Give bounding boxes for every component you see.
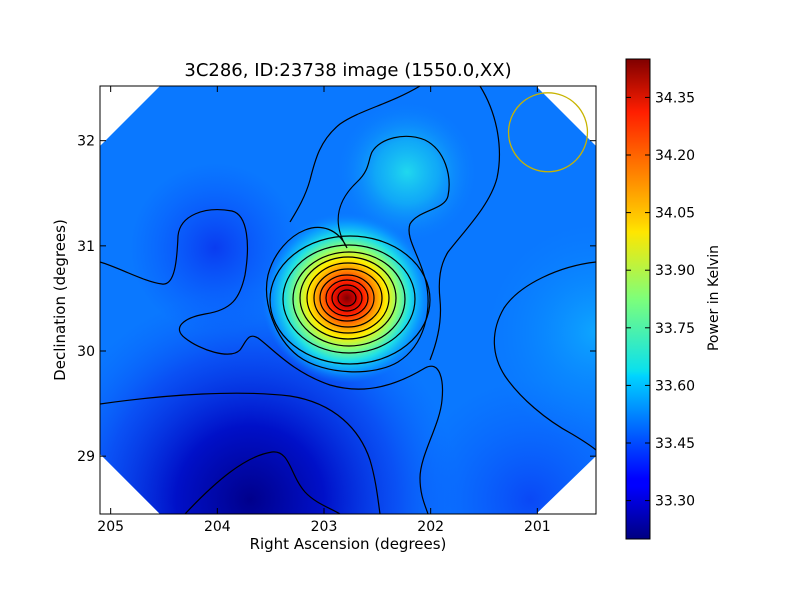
colorbar-label: Power in Kelvin — [706, 244, 722, 352]
contour-low-south — [100, 392, 381, 514]
contour-level-11 — [325, 279, 369, 317]
y-tick-label: 29 — [77, 449, 95, 465]
heatmap-peak — [100, 86, 596, 514]
heatmap-image — [100, 86, 596, 514]
x-tick-label: 203 — [311, 519, 338, 535]
y-axis-ticks: 29 30 31 32 — [77, 134, 596, 465]
contour-level-12 — [331, 284, 363, 312]
contour-level-6 — [292, 251, 406, 347]
contour-level-5 — [282, 244, 416, 354]
colorbar-tick-label: 33.30 — [655, 494, 695, 510]
contour-outer-northeast — [429, 86, 500, 361]
colorbar-ticks: 33.30 33.45 33.60 33.75 33.90 34.05 34.20 34.35 — [626, 90, 695, 510]
contour-level-10 — [319, 274, 375, 322]
contour-level-8 — [306, 262, 390, 334]
x-axis-label: Right Ascension (degrees) — [249, 535, 447, 553]
contour-east — [493, 261, 596, 451]
chart-title: 3C286, ID:23738 image (1550.0,XX) — [184, 60, 512, 81]
x-tick-label: 202 — [417, 519, 444, 535]
y-tick-label: 30 — [77, 344, 95, 360]
axes-frame — [99, 85, 597, 515]
contour-level-4 — [269, 235, 431, 365]
contour-lines — [100, 86, 596, 514]
beam-circle — [507, 92, 589, 173]
colorbar-tick-label: 34.35 — [655, 90, 695, 106]
y-axis-label: Declination (degrees) — [51, 219, 69, 381]
contour-secondary — [266, 135, 450, 373]
colorbar-tick-label: 33.75 — [655, 321, 695, 337]
y-tick-label: 31 — [77, 239, 95, 255]
contour-outer-west — [100, 209, 444, 514]
colorbar-tick-label: 34.20 — [655, 148, 695, 164]
colorbar — [625, 58, 651, 540]
contour-outer-north — [289, 86, 421, 223]
x-axis-ticks: 205 204 203 202 201 — [97, 86, 551, 535]
x-tick-label: 204 — [204, 519, 231, 535]
x-tick-label: 205 — [97, 519, 124, 535]
colorbar-tick-label: 33.90 — [655, 263, 695, 279]
contour-level-13 — [337, 289, 357, 307]
contour-lowest-south — [184, 451, 341, 514]
colorbar-tick-label: 34.05 — [655, 206, 695, 222]
colorbar-tick-label: 33.60 — [655, 378, 695, 394]
contour-level-7 — [299, 256, 397, 340]
colorbar-tick-label: 33.45 — [655, 436, 695, 452]
y-tick-label: 32 — [77, 134, 95, 150]
contour-level-9 — [313, 268, 383, 328]
x-tick-label: 201 — [524, 519, 551, 535]
